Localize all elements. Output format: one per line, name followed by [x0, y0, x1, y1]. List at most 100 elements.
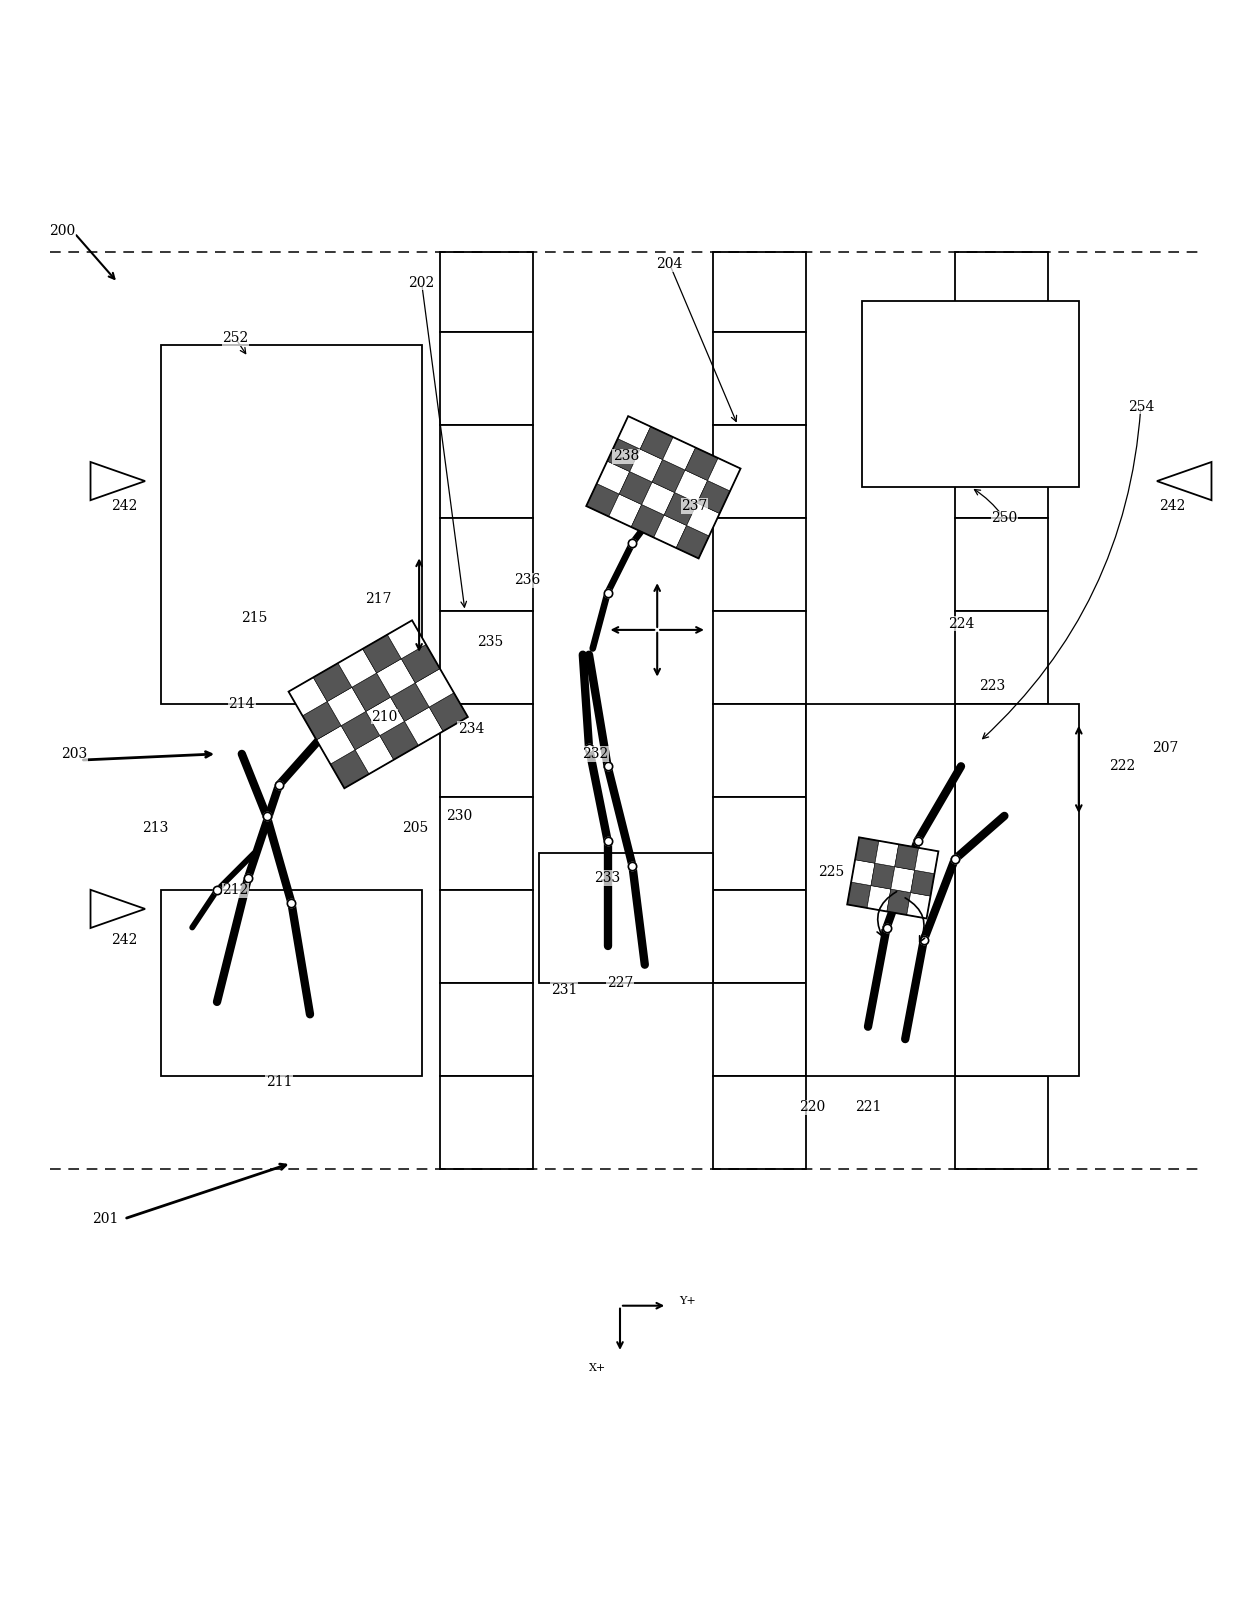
Bar — [955, 426, 1048, 519]
Bar — [906, 892, 930, 919]
Bar — [440, 426, 533, 519]
Bar — [890, 866, 915, 892]
Text: 217: 217 — [365, 591, 392, 606]
Bar — [440, 333, 533, 426]
Text: 242: 242 — [1158, 498, 1185, 513]
Bar — [316, 726, 355, 763]
Bar — [915, 848, 939, 874]
Text: 214: 214 — [228, 697, 255, 712]
Bar — [641, 482, 675, 514]
Text: 200: 200 — [48, 223, 76, 238]
Text: 242: 242 — [110, 498, 138, 513]
Bar — [856, 837, 879, 863]
Bar — [608, 439, 640, 471]
Bar — [314, 664, 352, 702]
Bar — [366, 697, 404, 736]
Text: 203: 203 — [61, 747, 88, 760]
Text: 250: 250 — [991, 511, 1018, 525]
Bar — [377, 659, 415, 697]
Bar — [630, 448, 662, 482]
Text: 233: 233 — [594, 871, 621, 885]
Bar — [955, 1077, 1048, 1170]
Bar — [391, 683, 429, 722]
Bar — [440, 890, 533, 983]
Bar — [652, 460, 686, 492]
Bar — [851, 860, 875, 885]
Text: 230: 230 — [445, 808, 472, 823]
Bar — [402, 644, 440, 683]
Bar — [697, 480, 730, 514]
Text: 237: 237 — [681, 498, 708, 513]
Text: 242: 242 — [110, 934, 138, 947]
Bar — [339, 649, 377, 688]
Bar — [713, 519, 806, 611]
Text: 252: 252 — [222, 331, 249, 346]
Bar — [713, 704, 806, 797]
Bar — [587, 484, 619, 516]
Text: 204: 204 — [656, 257, 683, 272]
Text: 207: 207 — [1152, 741, 1179, 755]
Bar — [440, 611, 533, 704]
Bar — [640, 426, 673, 460]
Bar — [955, 890, 1048, 983]
Bar — [289, 678, 327, 715]
Bar — [596, 461, 630, 493]
Bar — [440, 704, 533, 797]
Text: 212: 212 — [222, 884, 249, 897]
Bar — [631, 505, 665, 537]
Text: 221: 221 — [854, 1101, 882, 1114]
Bar — [161, 890, 422, 1077]
Bar — [618, 416, 651, 448]
Text: 210: 210 — [371, 710, 398, 723]
Bar — [653, 514, 687, 548]
Bar — [847, 882, 870, 908]
Bar — [665, 492, 697, 525]
Bar — [429, 693, 467, 731]
Bar — [847, 837, 939, 919]
Text: Y+: Y+ — [680, 1295, 697, 1306]
Text: 213: 213 — [141, 821, 169, 836]
Bar — [379, 722, 418, 760]
Bar — [713, 890, 806, 983]
Bar — [713, 1077, 806, 1170]
Bar — [327, 688, 366, 726]
Bar — [955, 704, 1079, 1077]
Bar — [303, 702, 341, 739]
Text: 202: 202 — [408, 276, 435, 289]
Bar — [440, 252, 533, 333]
Bar — [662, 437, 696, 471]
Text: X+: X+ — [589, 1363, 606, 1372]
Bar — [895, 844, 919, 871]
Bar — [341, 712, 379, 750]
Bar — [910, 871, 935, 897]
Text: 205: 205 — [402, 821, 429, 836]
Bar — [875, 840, 899, 866]
Bar — [330, 750, 370, 789]
Bar — [955, 611, 1048, 704]
Bar — [713, 611, 806, 704]
Bar — [440, 519, 533, 611]
Text: 254: 254 — [1127, 400, 1154, 413]
Bar — [862, 301, 1079, 487]
Bar — [955, 797, 1048, 890]
Bar — [955, 983, 1048, 1077]
Bar — [440, 797, 533, 890]
Bar — [955, 333, 1048, 426]
Text: 231: 231 — [551, 982, 578, 996]
Bar — [713, 797, 806, 890]
Bar — [708, 458, 740, 492]
Text: 215: 215 — [241, 611, 268, 625]
Bar — [887, 889, 910, 914]
Bar — [713, 333, 806, 426]
Text: 238: 238 — [613, 450, 640, 463]
Bar — [806, 704, 955, 1077]
Bar — [867, 885, 890, 911]
Bar — [404, 707, 443, 746]
Text: 227: 227 — [606, 977, 634, 990]
Text: 222: 222 — [1109, 759, 1136, 773]
Bar — [955, 704, 1048, 797]
Bar — [870, 863, 895, 889]
Text: 220: 220 — [799, 1101, 826, 1114]
Bar — [440, 1077, 533, 1170]
Text: 211: 211 — [265, 1075, 293, 1090]
